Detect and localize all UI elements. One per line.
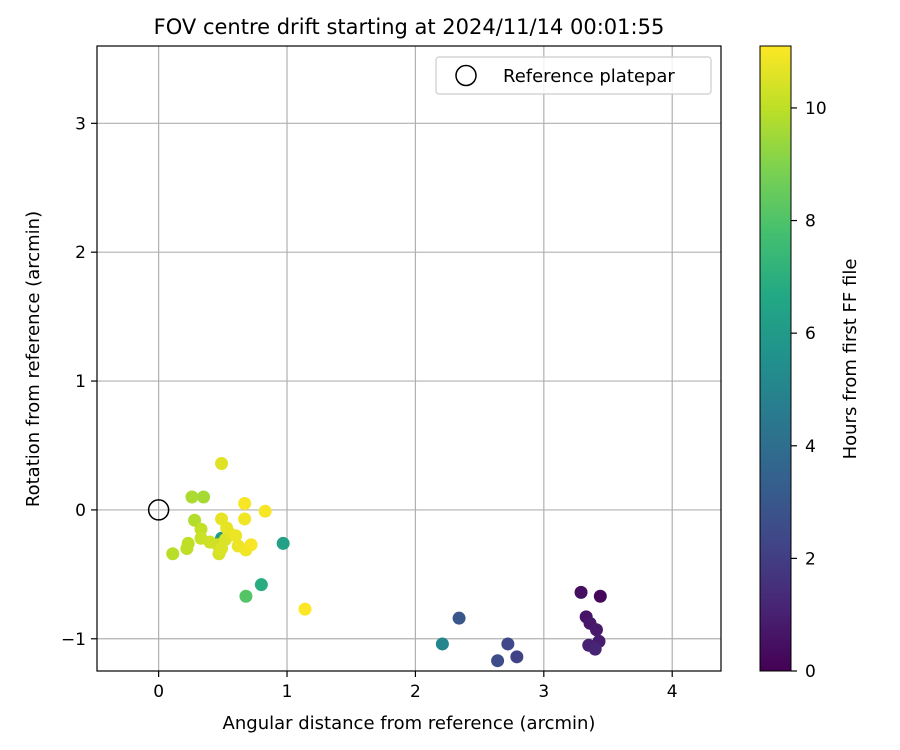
colorbar-tick-label: 2	[805, 549, 816, 569]
legend-label: Reference platepar	[503, 66, 675, 87]
colorbar-tick-label: 4	[805, 437, 816, 457]
x-tick-label: 0	[153, 682, 164, 702]
reference-platepar-marker	[147, 499, 170, 521]
data-point	[238, 496, 252, 510]
y-tick-label: 2	[75, 243, 86, 263]
data-point	[276, 536, 290, 550]
y-axis-label: Rotation from reference (arcmin)	[23, 211, 44, 507]
data-points	[166, 457, 607, 668]
x-tick-label: 4	[667, 682, 678, 702]
data-point	[258, 504, 272, 518]
y-tick-label: 0	[75, 501, 86, 521]
x-tick-label: 3	[538, 682, 549, 702]
data-point	[298, 602, 312, 616]
colorbar-tick-label: 8	[805, 212, 816, 232]
data-point	[238, 512, 252, 526]
data-point	[185, 490, 199, 504]
x-tick-label: 1	[282, 682, 293, 702]
data-point	[239, 589, 253, 603]
colorbar-gradient	[759, 45, 792, 672]
data-point	[501, 637, 515, 651]
data-point	[254, 578, 268, 592]
x-axis-label: Angular distance from reference (arcmin)	[223, 713, 596, 734]
data-point	[435, 637, 449, 651]
data-point	[244, 538, 258, 552]
data-point	[188, 513, 202, 527]
data-point	[510, 650, 524, 664]
colorbar-tick-label: 10	[805, 99, 827, 119]
legend: Reference platepar	[435, 56, 712, 95]
chart-title: FOV centre drift starting at 2024/11/14 …	[154, 15, 665, 39]
data-point	[452, 611, 466, 625]
y-tick-label: −1	[61, 630, 86, 650]
data-point	[194, 522, 208, 536]
data-point	[574, 585, 588, 599]
colorbar-tick-label: 6	[805, 324, 816, 344]
plot-frame	[96, 45, 722, 672]
y-axis-ticks: −1 0 1 2 3	[61, 114, 97, 650]
data-point	[589, 623, 603, 637]
colorbar: 0 2 4 6 8 10 Hours from first FF file	[759, 45, 861, 682]
data-point	[181, 536, 195, 550]
x-axis-ticks: 0 1 2 3 4	[153, 671, 678, 702]
x-tick-label: 2	[410, 682, 421, 702]
data-point	[593, 589, 607, 603]
y-tick-label: 1	[75, 372, 86, 392]
data-point	[166, 547, 180, 561]
y-tick-label: 3	[75, 114, 86, 134]
legend-box	[435, 56, 712, 95]
data-point	[215, 457, 229, 471]
legend-marker-icon	[455, 64, 477, 87]
data-point	[220, 521, 234, 535]
data-point	[229, 529, 243, 543]
colorbar-ticks: 0 2 4 6 8 10	[791, 99, 827, 682]
data-point	[588, 642, 602, 656]
colorbar-label: Hours from first FF file	[840, 259, 861, 460]
grid-lines	[97, 46, 721, 671]
data-point	[197, 490, 211, 504]
colorbar-tick-label: 0	[805, 662, 816, 682]
data-point	[491, 654, 505, 668]
